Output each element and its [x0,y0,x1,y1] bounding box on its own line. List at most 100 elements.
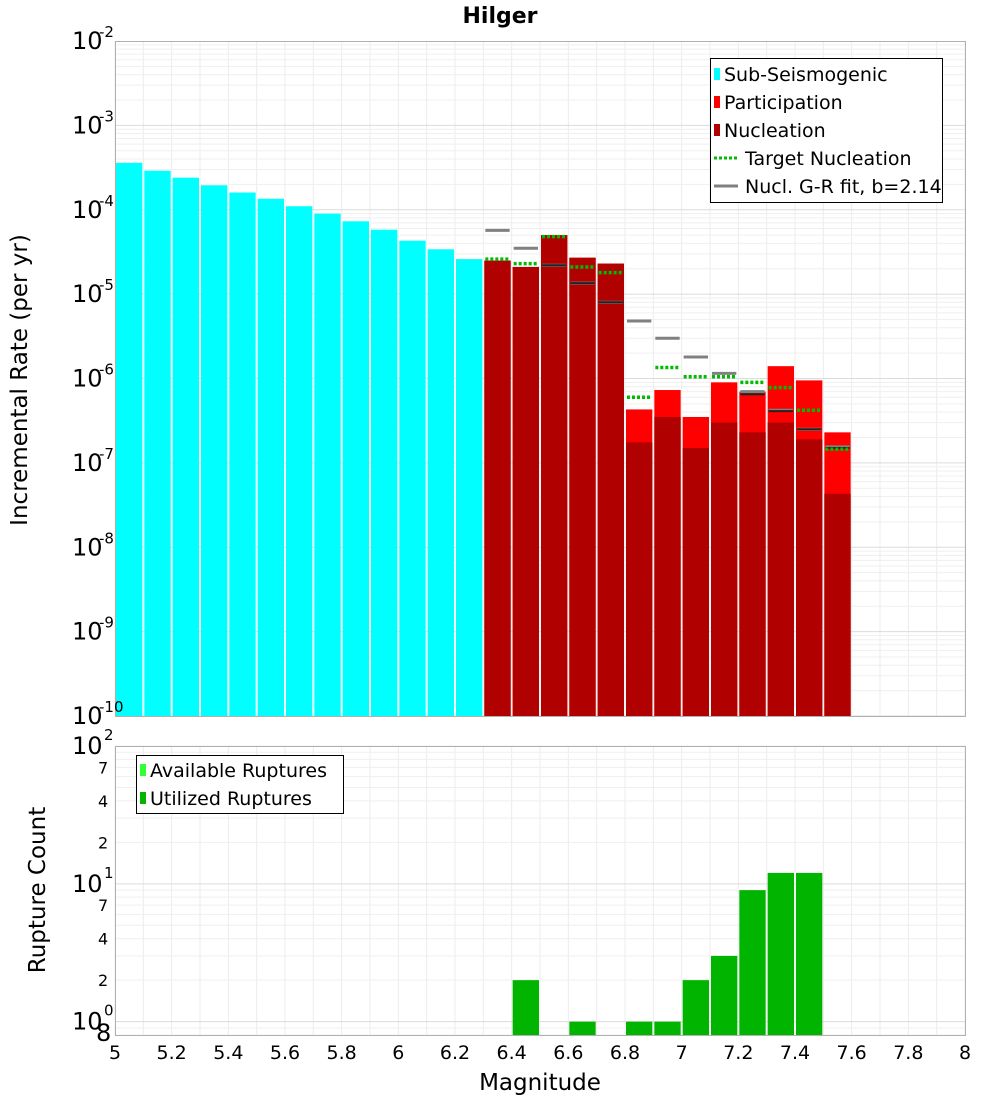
legend-swatch [714,124,720,136]
y-tick-label: 10 2 [72,726,114,760]
utilized-ruptures-bar [796,872,823,1035]
y-minor-tick-label: 7 [98,896,108,915]
bottom-plot-frame [115,746,966,1036]
y-tick-exponent: -6 [99,361,114,379]
nucleation-bar [597,263,624,716]
sub-seismogenic-bar [456,259,483,716]
utilized-ruptures-bar [512,980,539,1035]
x-tick-label: 5.8 [327,1042,357,1064]
y-tick-base: 10 [72,196,103,224]
y-tick-exponent: -2 [99,23,114,41]
y-tick-label: 10-9 [72,614,114,646]
sub-seismogenic-bar [144,170,171,716]
bottom-legend[interactable]: Available Ruptures Utilized Ruptures [136,755,344,814]
x-tick-label: 5.4 [213,1042,243,1064]
y-tick-exponent: -5 [99,276,114,294]
x-tick-label: 6.8 [610,1042,640,1064]
nucleation-bar [654,416,681,716]
x-tick-labels: 5 5.2 5.4 5.6 5.8 6 6.2 6.4 6.6 6.8 7 7.2 7.4 7.6 7.8 8 [109,1042,971,1064]
x-tick-label: 7 [676,1042,688,1064]
nucleation-bar [824,493,851,716]
x-tick-label: 7.6 [837,1042,867,1064]
y-tick-label: 10-8 [72,529,114,561]
y-tick-label: 10-3 [72,107,114,139]
y-minor-tick-label: 4 [98,792,108,811]
utilized-ruptures-bar [739,890,766,1035]
sub-seismogenic-bar [229,192,256,717]
y-tick-label: 10 0 [72,1002,114,1036]
chart-title: Hilger [462,4,537,29]
top-legend[interactable]: Sub-Seismogenic Participation Nucleation Ta… [710,58,943,203]
top-markers [485,228,850,452]
sub-seismogenic-bar [427,249,454,716]
sub-seismogenic-bar [257,198,284,717]
y-tick-base: 10 [72,27,103,55]
y-tick-label: 10-10 [72,698,124,730]
legend-item[interactable]: Nucleation [714,120,826,142]
y-tick-label: 10-5 [72,276,114,308]
y-tick-base: 10 [72,702,103,730]
sub-seismogenic-bar [116,162,143,716]
sub-seismogenic-bar [371,229,398,717]
sub-seismogenic-bar [314,213,341,717]
legend-label: Available Ruptures [150,760,327,782]
y-tick-label: 10-7 [72,445,114,477]
y-tick-label: 10-4 [72,192,114,224]
nucleation-bar [512,266,539,716]
nucleation-bar [626,442,653,716]
y-tick-base: 10 [72,111,103,139]
legend-item[interactable]: Sub-Seismogenic [714,64,888,86]
top-plot-frame [115,41,966,717]
sub-seismogenic-bar [286,206,313,716]
legend-swatch [140,792,146,804]
legend-label: Utilized Ruptures [150,788,312,810]
nucleation-bar [569,257,596,716]
legend-item[interactable]: Available Ruptures [140,760,327,782]
y-tick-base: 10 [72,533,103,561]
y-tick-exponent: 0 [104,1002,114,1020]
utilized-ruptures-bar [626,1021,653,1035]
legend-swatch [140,764,146,776]
y-tick-label: 10 1 [72,864,114,898]
x-tick-label: 6.6 [553,1042,583,1064]
utilized-ruptures-bar [654,1021,681,1035]
x-tick-label: 7.2 [723,1042,753,1064]
y-tick-base: 10 [72,280,103,308]
y-minor-tick-label: 2 [98,833,108,852]
y-minor-tick-label: 4 [98,930,108,949]
utilized-ruptures-bar [569,1021,596,1035]
bottom-y-axis-label: Rupture Count [25,807,51,973]
nucleation-bar [739,432,766,716]
y-tick-base: 10 [72,732,103,760]
y-tick-exponent: -8 [99,529,114,547]
legend-label: Target Nucleation [744,148,912,170]
y-tick-base: 10 [72,870,103,898]
y-tick-base: 10 [72,449,103,477]
legend-box [136,755,344,814]
x-tick-label: 6 [392,1042,404,1064]
legend-box [710,58,943,203]
sub-seismogenic-bar [201,185,228,717]
top-bars [116,162,851,717]
legend-item[interactable]: Nucl. G-R fit, b=2.14 [714,176,942,198]
sub-seismogenic-bar [342,221,369,716]
y-tick-base: 10 [72,1008,103,1036]
legend-label: Participation [724,92,843,114]
nucleation-bar [541,235,568,716]
legend-item[interactable]: Utilized Ruptures [140,788,312,810]
y-tick-exponent: -10 [99,698,124,716]
nucleation-bar [767,422,794,716]
legend-swatch [714,68,720,80]
legend-item[interactable]: Participation [714,92,843,114]
x-tick-label: 5.2 [157,1042,187,1064]
legend-label: Sub-Seismogenic [724,64,888,86]
y-tick-exponent: -4 [99,192,114,210]
legend-item[interactable]: Target Nucleation [714,148,912,170]
y-tick-label: 10-2 [72,23,114,55]
x-tick-label: 7.4 [780,1042,810,1064]
x-tick-label: 8 [959,1042,971,1064]
x-tick-label: 7.8 [893,1042,923,1064]
